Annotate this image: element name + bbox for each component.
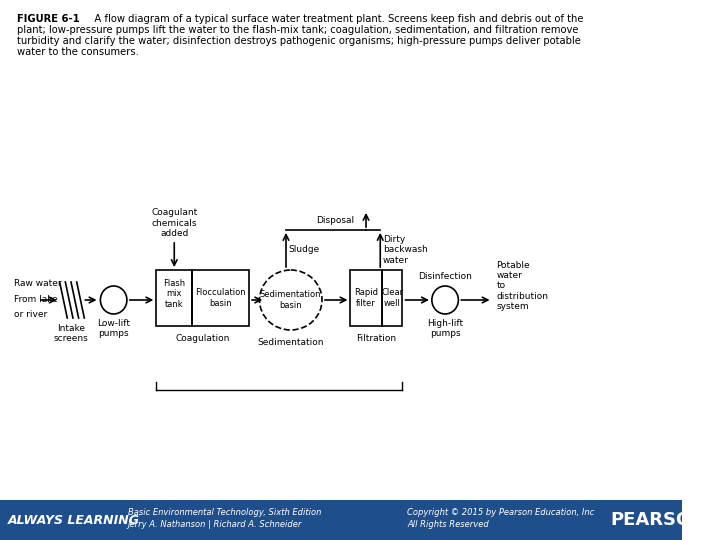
Text: Sedimentation: Sedimentation	[258, 338, 324, 347]
Text: Flocculation
basin: Flocculation basin	[195, 288, 246, 308]
Text: PEARSON: PEARSON	[611, 511, 707, 529]
Text: Coagulant
chemicals
added: Coagulant chemicals added	[151, 208, 197, 238]
Text: Disposal: Disposal	[316, 216, 354, 225]
Text: Sedimentation
basin: Sedimentation basin	[260, 291, 322, 310]
Text: turbidity and clarify the water; disinfection destroys pathogenic organisms; hig: turbidity and clarify the water; disinfe…	[17, 36, 581, 46]
Text: Dirty
backwash
water: Dirty backwash water	[383, 235, 428, 265]
Text: Potable
water
to
distribution
system: Potable water to distribution system	[496, 261, 548, 311]
Text: Clear
well: Clear well	[381, 288, 403, 308]
Text: From lake: From lake	[14, 295, 58, 305]
Bar	[0, 500, 682, 540]
Text: ALWAYS LEARNING: ALWAYS LEARNING	[8, 514, 140, 526]
Text: water to the consumers.: water to the consumers.	[17, 47, 139, 57]
Text: Filtration: Filtration	[356, 334, 397, 343]
Text: plant; low-pressure pumps lift the water to the flash-mix tank; coagulation, sed: plant; low-pressure pumps lift the water…	[17, 25, 579, 35]
Bar	[351, 270, 382, 326]
Text: Sludge: Sludge	[289, 246, 320, 254]
Text: Coagulation: Coagulation	[176, 334, 230, 343]
Text: Copyright © 2015 by Pearson Education, Inc: Copyright © 2015 by Pearson Education, I…	[408, 508, 595, 517]
Bar	[382, 270, 402, 326]
Text: All Rights Reserved: All Rights Reserved	[408, 520, 489, 529]
Bar	[156, 270, 192, 326]
Text: Basic Environmental Technology, Sixth Edition: Basic Environmental Technology, Sixth Ed…	[128, 508, 321, 517]
Text: Rapid
filter: Rapid filter	[354, 288, 378, 308]
Text: FIGURE 6-1: FIGURE 6-1	[17, 14, 80, 24]
Bar	[192, 270, 249, 326]
Text: A flow diagram of a typical surface water treatment plant. Screens keep fish and: A flow diagram of a typical surface wate…	[85, 14, 584, 24]
Text: Low-lift
pumps: Low-lift pumps	[97, 319, 130, 339]
Text: Flash
mix
tank: Flash mix tank	[163, 279, 185, 309]
Text: Disinfection: Disinfection	[418, 272, 472, 281]
Text: Intake
screens: Intake screens	[54, 324, 89, 343]
Text: Raw water: Raw water	[14, 279, 62, 288]
Text: Jerry A. Nathanson | Richard A. Schneider: Jerry A. Nathanson | Richard A. Schneide…	[128, 520, 302, 529]
Text: High-lift
pumps: High-lift pumps	[427, 319, 463, 339]
Text: or river: or river	[14, 310, 48, 319]
